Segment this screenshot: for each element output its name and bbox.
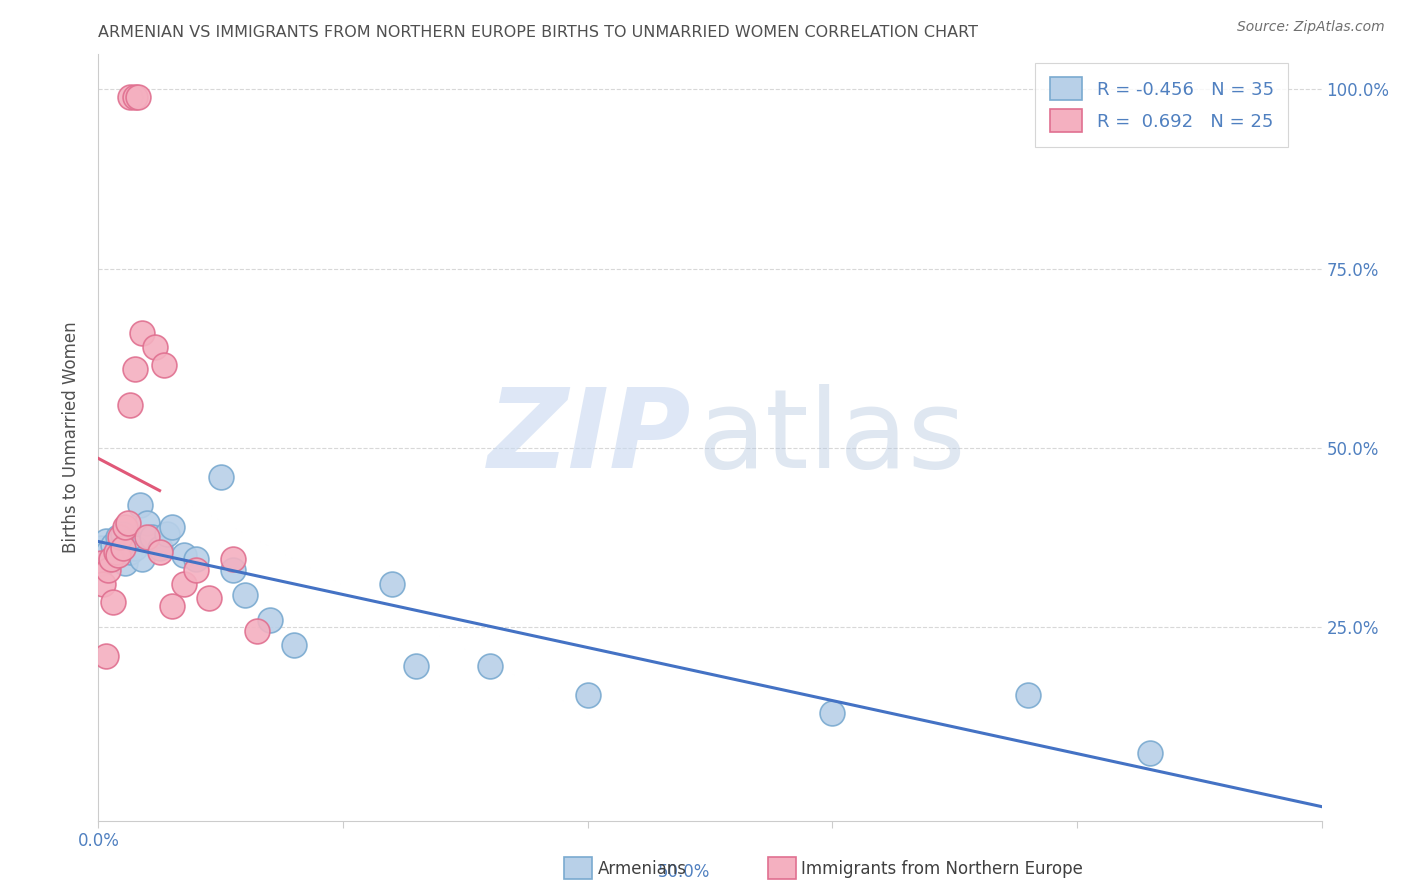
Point [107,549,129,563]
Point [153,359,176,373]
Point [186,563,208,577]
Point [576,688,599,702]
Point [127,89,149,103]
Point [90,541,112,556]
Point [246,624,269,638]
Point [821,706,844,720]
Point [114,519,136,533]
Point [160,599,183,613]
Text: Source: ZipAtlas.com: Source: ZipAtlas.com [1237,20,1385,34]
Point [124,541,146,556]
Point [91,577,114,591]
Legend: R = -0.456   N = 35, R =  0.692   N = 25: R = -0.456 N = 35, R = 0.692 N = 25 [1035,62,1288,147]
Point [283,638,305,652]
Point [131,552,153,566]
Point [209,469,232,483]
Point [405,659,427,673]
Point [111,527,134,541]
Point [90,556,112,570]
Point [222,552,245,566]
Point [259,613,281,627]
Point [111,541,134,556]
Text: 50.0%: 50.0% [658,863,710,880]
Point [114,556,136,570]
Point [97,545,120,559]
Point [131,326,153,340]
Text: Immigrants from Northern Europe: Immigrants from Northern Europe [801,860,1083,878]
Point [120,89,142,103]
Bar [564,857,592,879]
Point [110,541,132,556]
Text: Armenians: Armenians [598,860,686,878]
Point [136,516,159,530]
Point [107,531,129,545]
Y-axis label: Births to Unmarried Women: Births to Unmarried Women [62,321,80,553]
Point [104,545,127,559]
Point [117,534,139,549]
Point [222,563,245,577]
Text: ZIP: ZIP [488,384,692,491]
Point [141,531,163,545]
Point [233,588,256,602]
Point [110,531,132,545]
Point [478,659,501,673]
Point [100,552,122,566]
Point [1017,688,1039,702]
Point [129,498,152,512]
Point [104,549,127,563]
Point [186,552,208,566]
Point [149,545,172,559]
Bar [768,857,796,879]
Point [120,398,142,412]
Point [120,545,142,559]
Point [124,89,146,103]
Point [100,552,122,566]
Point [173,577,195,591]
Point [94,534,117,549]
Point [149,541,172,556]
Point [197,591,219,606]
Point [124,362,146,376]
Point [101,538,124,552]
Point [1139,746,1161,760]
Point [101,595,124,609]
Point [117,516,139,530]
Point [160,519,183,533]
Point [136,531,159,545]
Text: ARMENIAN VS IMMIGRANTS FROM NORTHERN EUROPE BIRTHS TO UNMARRIED WOMEN CORRELATIO: ARMENIAN VS IMMIGRANTS FROM NORTHERN EUR… [98,25,979,40]
Text: atlas: atlas [697,384,966,491]
Point [94,648,117,663]
Point [381,577,404,591]
Point [173,549,195,563]
Point [156,527,179,541]
Point [97,563,120,577]
Point [143,341,166,355]
Point [91,556,114,570]
